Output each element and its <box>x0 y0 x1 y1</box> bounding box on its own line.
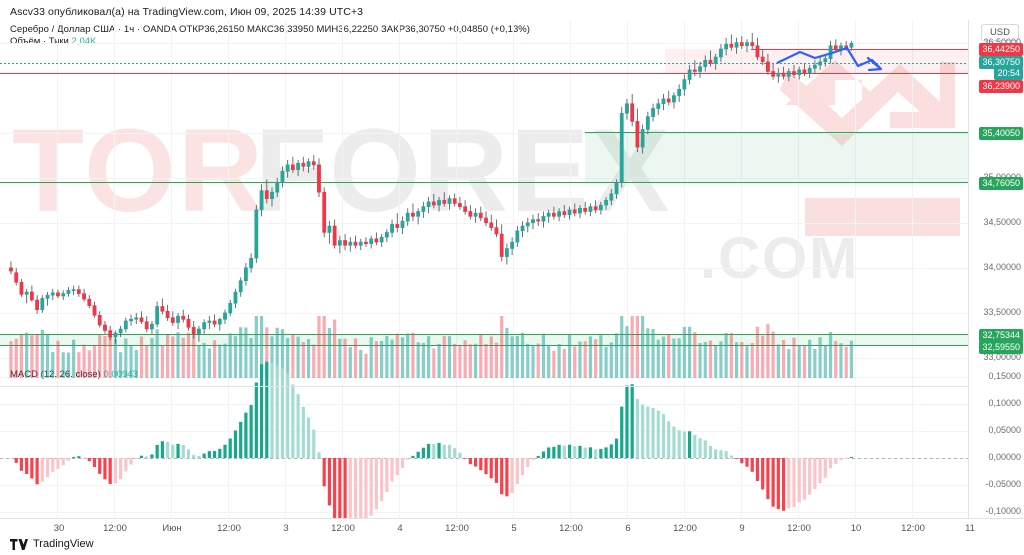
countdown-label: 20:54 <box>994 68 1023 80</box>
macd-tick: 0,00000 <box>988 452 1021 462</box>
support-line-lower-top <box>0 334 968 335</box>
gridline-h <box>0 458 968 459</box>
price-tick: 34,00000 <box>983 262 1021 272</box>
gridline-v <box>684 20 685 518</box>
gridline-h <box>0 485 968 486</box>
gridline-v <box>399 20 400 518</box>
gridline-v <box>342 20 343 518</box>
gridline-v <box>798 20 799 518</box>
last-price-dotted-line <box>0 63 968 459</box>
price-tick: 33,00000 <box>983 352 1021 362</box>
time-tick: 12:00 <box>901 523 925 534</box>
tradingview-branding: TradingView <box>10 538 94 550</box>
tradingview-brand-text: TradingView <box>33 538 94 550</box>
gridline-v <box>57 20 58 518</box>
forecast-arrow <box>776 46 883 72</box>
support-zone-upper <box>585 132 968 182</box>
time-axis[interactable]: 30 12:00 Июн 12:00 3 12:00 4 12:00 5 12:… <box>0 518 1024 539</box>
gridline-v <box>285 20 286 518</box>
macd-tick: -0,10000 <box>985 506 1021 516</box>
gridline-v <box>228 20 229 518</box>
symbol-legend: Серебро / Доллар США · 1ч · OANDA ОТКР36… <box>10 24 530 35</box>
gridline-v <box>741 20 742 518</box>
price-tick: 33,50000 <box>983 307 1021 317</box>
resistance-top-label: 36,44250 <box>979 43 1023 56</box>
tradingview-logo-icon <box>10 538 28 550</box>
gridline-v <box>912 20 913 518</box>
resistance-line-top <box>751 49 968 50</box>
gridline-v <box>171 20 172 518</box>
time-tick: 4 <box>397 523 403 534</box>
gridline-v <box>513 20 514 518</box>
time-tick: 12:00 <box>787 523 811 534</box>
gridline-h <box>0 133 968 134</box>
time-tick: 12:00 <box>331 523 355 534</box>
support-line-upper-top <box>585 132 968 133</box>
gridline-h <box>0 313 968 314</box>
macd-tick: 0,05000 <box>988 425 1021 435</box>
macd-tick: 0,15000 <box>988 371 1021 381</box>
time-tick: 30 <box>53 523 65 534</box>
time-tick: 3 <box>283 523 289 534</box>
gridline-h <box>0 178 968 179</box>
panel-separator <box>0 386 968 387</box>
gridline-v <box>627 20 628 518</box>
chart-plot-area[interactable]: TOR FOREX .COM <box>0 20 968 518</box>
gridline-h <box>0 268 968 269</box>
gridline-h <box>0 512 968 513</box>
gridline-h <box>0 404 968 405</box>
time-tick: 10 <box>850 523 862 534</box>
gridline-h <box>0 43 968 44</box>
gridline-h <box>0 358 968 359</box>
time-tick: 11 <box>965 523 975 534</box>
support-line-upper-bottom <box>0 182 968 183</box>
macd-tick: -0,05000 <box>985 479 1021 489</box>
time-tick: 12:00 <box>673 523 697 534</box>
support-lower-bottom-label: 32,59550 <box>979 341 1023 354</box>
support-upper-top-label: 35,40050 <box>979 127 1023 140</box>
time-tick: 12:00 <box>103 523 127 534</box>
time-tick: 12:00 <box>445 523 469 534</box>
gridline-h <box>0 377 968 378</box>
gridline-v <box>456 20 457 518</box>
price-tick: 34,50000 <box>983 217 1021 227</box>
support-line-lower-bottom <box>0 345 968 346</box>
support-zone-lower <box>0 334 968 345</box>
publish-info: Ascv33 опубликовал(а) на TradingView.com… <box>10 6 364 18</box>
resistance-bottom-label: 36,23900 <box>979 80 1023 93</box>
time-tick: 5 <box>511 523 517 534</box>
volume-legend-label: Объём · Тики <box>10 36 69 47</box>
price-tick: 36,50000 <box>983 37 1021 47</box>
gridline-h <box>0 223 968 224</box>
gridline-v <box>570 20 571 518</box>
time-tick: Июн <box>162 523 182 534</box>
volume-legend-value: 2,04K <box>71 36 97 47</box>
price-axis[interactable]: USD 36,50000 35,50000 35,00000 34,50000 … <box>968 20 1024 518</box>
support-lower-top-label: 32,75344 <box>979 329 1023 342</box>
time-tick: 12:00 <box>217 523 241 534</box>
currency-badge[interactable]: USD <box>980 24 1019 41</box>
gridline-h <box>0 431 968 432</box>
macd-legend-label: MACD (12, 26, close) <box>10 369 101 380</box>
resistance-line-bottom <box>0 73 968 74</box>
support-upper-bottom-label: 34,76050 <box>979 177 1023 190</box>
price-series <box>9 32 854 518</box>
gridline-v <box>855 20 856 518</box>
macd-tick: 0,10000 <box>988 398 1021 408</box>
volume-legend: Объём · Тики 2,04K <box>10 36 96 47</box>
time-tick: 12:00 <box>559 523 583 534</box>
last-price-label: 36,30750 <box>979 56 1023 69</box>
gridline-v <box>114 20 115 518</box>
time-tick: 6 <box>625 523 631 534</box>
time-tick: 9 <box>739 523 745 534</box>
